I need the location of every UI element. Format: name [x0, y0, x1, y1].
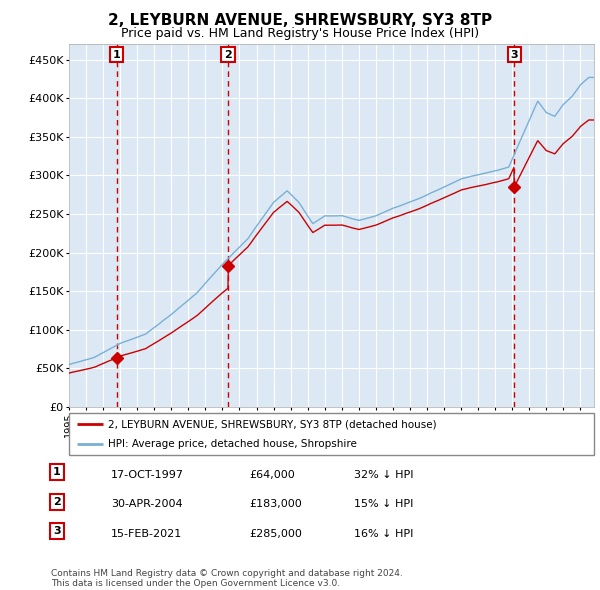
Text: £183,000: £183,000 — [249, 499, 302, 509]
Text: Contains HM Land Registry data © Crown copyright and database right 2024.
This d: Contains HM Land Registry data © Crown c… — [51, 569, 403, 588]
Text: 3: 3 — [511, 50, 518, 60]
Text: 3: 3 — [53, 526, 61, 536]
Text: 1: 1 — [53, 467, 61, 477]
Text: 2: 2 — [224, 50, 232, 60]
Text: 17-OCT-1997: 17-OCT-1997 — [111, 470, 184, 480]
Text: Price paid vs. HM Land Registry's House Price Index (HPI): Price paid vs. HM Land Registry's House … — [121, 27, 479, 40]
Text: 15% ↓ HPI: 15% ↓ HPI — [354, 499, 413, 509]
Text: 1: 1 — [113, 50, 121, 60]
Text: 15-FEB-2021: 15-FEB-2021 — [111, 529, 182, 539]
Text: 2, LEYBURN AVENUE, SHREWSBURY, SY3 8TP (detached house): 2, LEYBURN AVENUE, SHREWSBURY, SY3 8TP (… — [109, 419, 437, 430]
Text: 2: 2 — [53, 497, 61, 507]
Text: £285,000: £285,000 — [249, 529, 302, 539]
Text: 30-APR-2004: 30-APR-2004 — [111, 499, 182, 509]
Text: 16% ↓ HPI: 16% ↓ HPI — [354, 529, 413, 539]
Text: 2, LEYBURN AVENUE, SHREWSBURY, SY3 8TP: 2, LEYBURN AVENUE, SHREWSBURY, SY3 8TP — [108, 13, 492, 28]
Text: HPI: Average price, detached house, Shropshire: HPI: Average price, detached house, Shro… — [109, 439, 357, 449]
FancyBboxPatch shape — [69, 413, 594, 455]
Text: £64,000: £64,000 — [249, 470, 295, 480]
Text: 32% ↓ HPI: 32% ↓ HPI — [354, 470, 413, 480]
